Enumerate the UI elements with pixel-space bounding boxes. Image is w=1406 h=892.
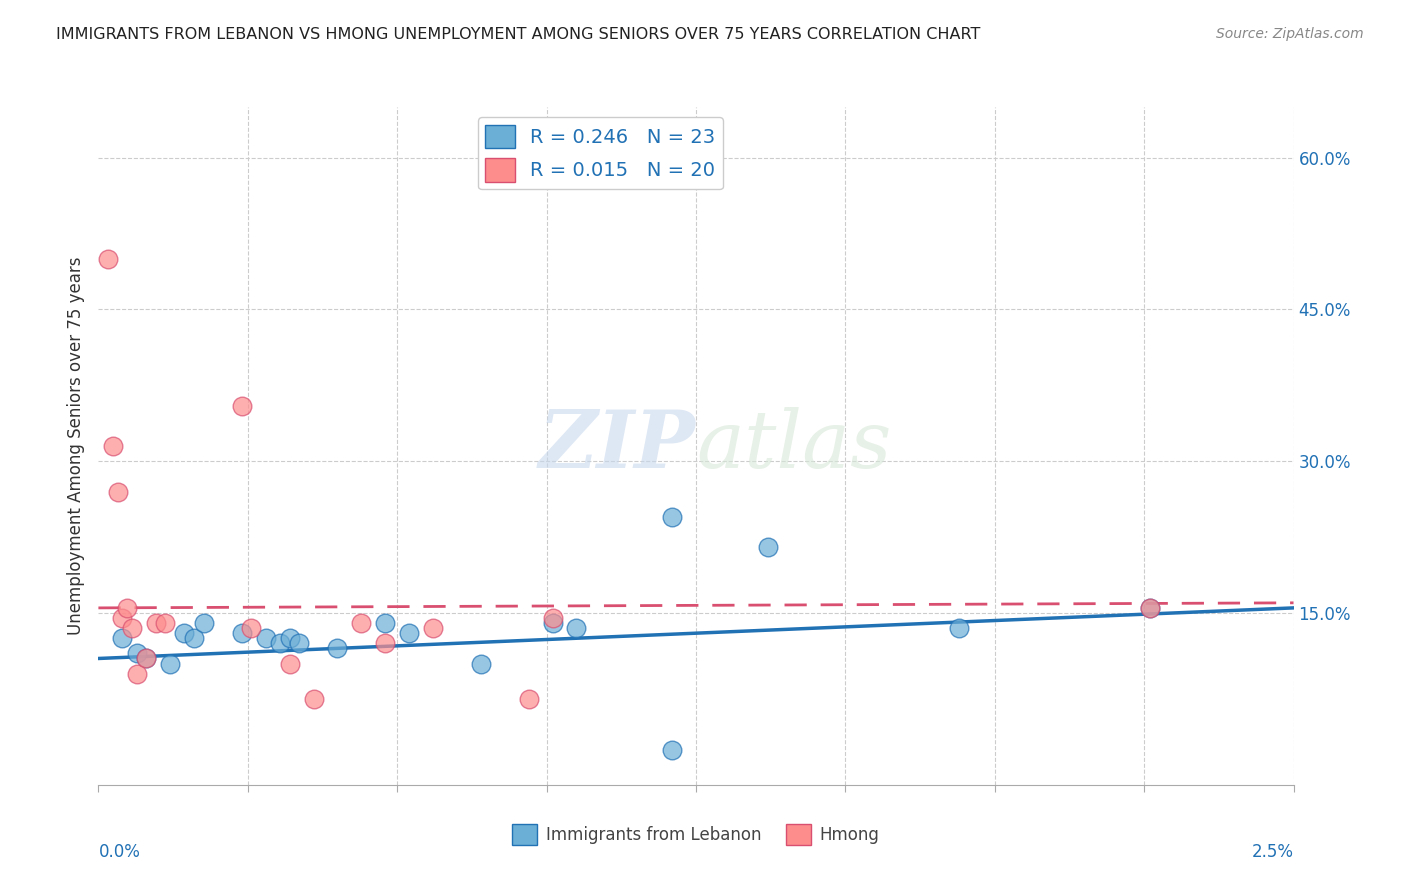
Point — [565, 621, 588, 635]
Point — [183, 632, 205, 646]
Point — [173, 626, 195, 640]
Point — [115, 600, 138, 615]
Point — [517, 692, 540, 706]
Point — [107, 484, 129, 499]
Point — [422, 621, 444, 635]
Point — [193, 616, 215, 631]
Point — [541, 611, 564, 625]
Text: 0.0%: 0.0% — [98, 843, 141, 861]
Point — [135, 651, 157, 665]
Point — [145, 616, 167, 631]
Text: ZIP: ZIP — [538, 408, 696, 484]
Point — [269, 636, 291, 650]
Point — [254, 632, 277, 646]
Point — [155, 616, 177, 631]
Y-axis label: Unemployment Among Seniors over 75 years: Unemployment Among Seniors over 75 years — [66, 257, 84, 635]
Point — [97, 252, 120, 266]
Point — [231, 626, 253, 640]
Point — [661, 509, 683, 524]
Point — [111, 611, 134, 625]
Text: IMMIGRANTS FROM LEBANON VS HMONG UNEMPLOYMENT AMONG SENIORS OVER 75 YEARS CORREL: IMMIGRANTS FROM LEBANON VS HMONG UNEMPLO… — [56, 27, 980, 42]
Point — [1139, 600, 1161, 615]
Point — [278, 632, 301, 646]
Point — [350, 616, 373, 631]
Point — [159, 657, 181, 671]
Point — [111, 632, 134, 646]
Point — [278, 657, 301, 671]
Point — [374, 616, 396, 631]
Point — [374, 636, 396, 650]
Point — [1139, 600, 1161, 615]
Point — [326, 641, 349, 656]
Point — [398, 626, 420, 640]
Text: 2.5%: 2.5% — [1251, 843, 1294, 861]
Point — [756, 540, 779, 554]
Point — [470, 657, 492, 671]
Point — [661, 742, 683, 756]
Point — [125, 666, 148, 681]
Legend: Immigrants from Lebanon, Hmong: Immigrants from Lebanon, Hmong — [506, 818, 886, 851]
Point — [302, 692, 325, 706]
Point — [240, 621, 263, 635]
Point — [948, 621, 970, 635]
Point — [231, 399, 253, 413]
Point — [541, 616, 564, 631]
Point — [125, 647, 148, 661]
Point — [121, 621, 143, 635]
Point — [288, 636, 311, 650]
Point — [135, 651, 157, 665]
Text: atlas: atlas — [696, 408, 891, 484]
Point — [101, 439, 124, 453]
Text: Source: ZipAtlas.com: Source: ZipAtlas.com — [1216, 27, 1364, 41]
